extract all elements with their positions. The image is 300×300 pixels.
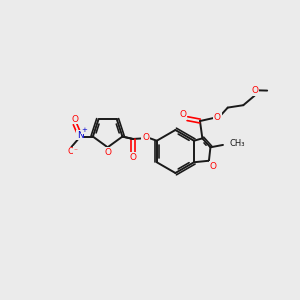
Text: N: N — [77, 130, 84, 140]
Text: +: + — [81, 127, 87, 133]
Text: O: O — [67, 147, 74, 156]
Text: O: O — [129, 153, 137, 162]
Text: O: O — [104, 148, 111, 157]
Text: O: O — [71, 115, 79, 124]
Text: O: O — [180, 110, 187, 119]
Text: O: O — [209, 162, 216, 171]
Text: ⁻: ⁻ — [74, 147, 78, 156]
Text: O: O — [142, 133, 149, 142]
Text: O: O — [214, 113, 221, 122]
Text: CH₃: CH₃ — [230, 139, 245, 148]
Text: O: O — [252, 86, 259, 95]
